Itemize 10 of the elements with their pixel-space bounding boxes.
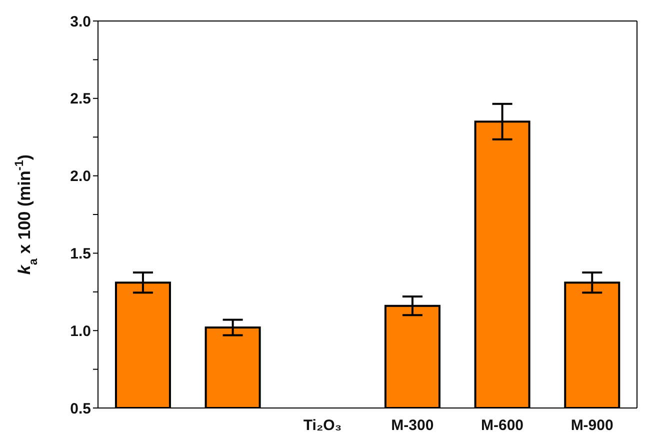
y-tick-label: 0.5 [70, 400, 91, 418]
y-tick-label: 3.0 [70, 13, 91, 30]
x-tick-label: M-600 [480, 417, 524, 434]
y-tick-label: 1.5 [70, 246, 91, 263]
y-tick-label: 2.5 [70, 90, 91, 108]
x-tick-label: Ti₂O₃ [303, 417, 342, 434]
x-tick-label: M-900 [570, 417, 614, 434]
x-tick-label: M-300 [391, 417, 434, 434]
y-tick-label: 1.0 [70, 322, 91, 340]
y-tick-label: 2.0 [70, 168, 91, 186]
